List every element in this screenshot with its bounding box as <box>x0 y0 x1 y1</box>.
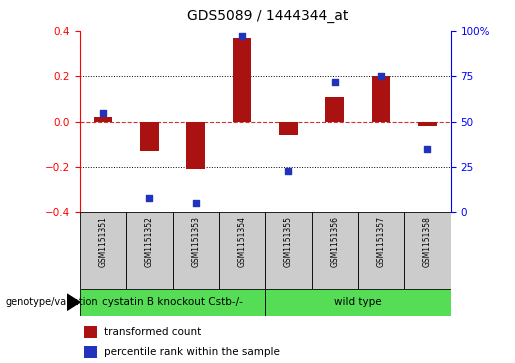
Point <box>423 146 432 152</box>
Text: GSM1151355: GSM1151355 <box>284 216 293 267</box>
Point <box>145 195 153 201</box>
Text: genotype/variation: genotype/variation <box>5 297 98 307</box>
Bar <box>186 122 205 169</box>
Text: GDS5089 / 1444344_at: GDS5089 / 1444344_at <box>187 9 349 23</box>
FancyBboxPatch shape <box>358 212 404 289</box>
Bar <box>83 326 96 338</box>
Bar <box>372 76 390 122</box>
Polygon shape <box>67 294 80 310</box>
Point <box>377 73 385 79</box>
Bar <box>94 117 112 122</box>
FancyBboxPatch shape <box>265 212 312 289</box>
FancyBboxPatch shape <box>80 212 126 289</box>
FancyBboxPatch shape <box>265 289 451 316</box>
FancyBboxPatch shape <box>404 212 451 289</box>
Bar <box>140 122 159 151</box>
Bar <box>233 38 251 122</box>
Bar <box>418 122 437 126</box>
Point <box>331 79 339 85</box>
Text: GSM1151351: GSM1151351 <box>98 216 108 267</box>
FancyBboxPatch shape <box>312 212 358 289</box>
Bar <box>83 346 96 358</box>
FancyBboxPatch shape <box>80 289 265 316</box>
Bar <box>279 122 298 135</box>
Text: GSM1151352: GSM1151352 <box>145 216 154 267</box>
Text: cystatin B knockout Cstb-/-: cystatin B knockout Cstb-/- <box>102 297 243 307</box>
Point <box>192 200 200 206</box>
Text: wild type: wild type <box>334 297 382 307</box>
Text: transformed count: transformed count <box>104 327 201 337</box>
FancyBboxPatch shape <box>173 212 219 289</box>
Point <box>99 110 107 115</box>
Text: GSM1151357: GSM1151357 <box>376 216 386 267</box>
FancyBboxPatch shape <box>219 212 265 289</box>
Text: GSM1151354: GSM1151354 <box>237 216 247 267</box>
Text: GSM1151353: GSM1151353 <box>191 216 200 267</box>
Text: percentile rank within the sample: percentile rank within the sample <box>104 347 280 357</box>
FancyBboxPatch shape <box>126 212 173 289</box>
Point <box>238 33 246 39</box>
Point <box>284 168 293 174</box>
Text: GSM1151356: GSM1151356 <box>330 216 339 267</box>
Text: GSM1151358: GSM1151358 <box>423 216 432 267</box>
Bar <box>325 97 344 122</box>
